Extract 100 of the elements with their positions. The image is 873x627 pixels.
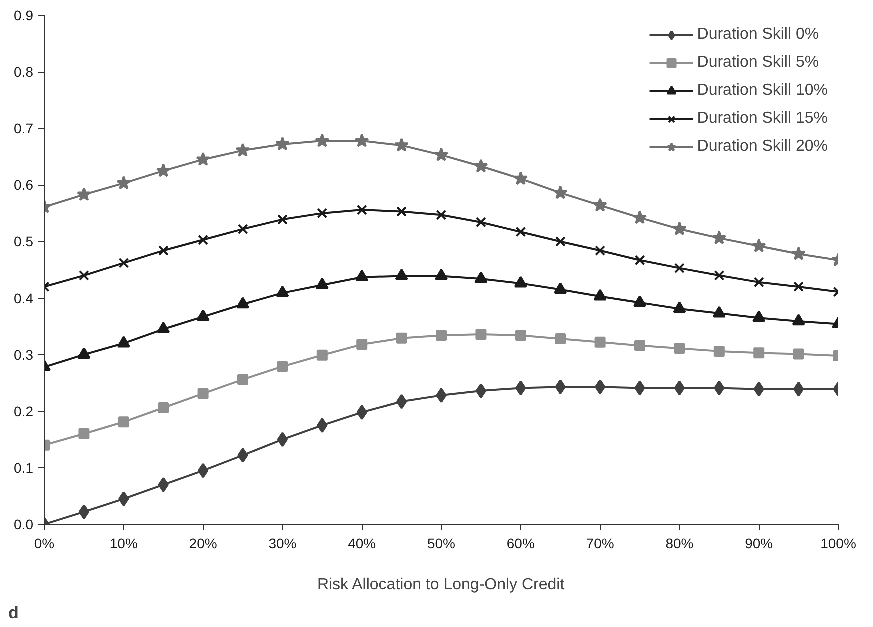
point xyxy=(754,382,764,397)
point xyxy=(793,382,804,397)
point xyxy=(754,348,765,359)
point xyxy=(674,380,686,396)
point xyxy=(238,448,248,463)
point xyxy=(198,234,209,246)
x-tick-label: 40% xyxy=(348,536,376,552)
point xyxy=(594,289,607,301)
point xyxy=(514,171,528,186)
x-tick-label: 100% xyxy=(820,536,856,552)
x-axis-title: Risk Allocation to Long-Only Credit xyxy=(317,576,566,594)
point xyxy=(356,405,368,420)
point xyxy=(476,328,487,340)
point xyxy=(555,380,566,395)
x-tick-label: 80% xyxy=(666,536,694,552)
y-tick-label: 0.4 xyxy=(14,290,34,306)
point xyxy=(792,314,806,326)
point xyxy=(238,374,248,386)
point xyxy=(236,143,250,157)
point xyxy=(158,402,170,414)
point xyxy=(714,346,725,357)
point xyxy=(158,477,169,492)
point xyxy=(634,295,646,307)
y-tick-label: 0.8 xyxy=(14,64,34,80)
point xyxy=(673,302,686,314)
point xyxy=(634,380,646,396)
point xyxy=(474,272,488,284)
point xyxy=(198,463,209,478)
point xyxy=(514,276,528,288)
point xyxy=(78,270,90,281)
x-tick-label: 0% xyxy=(34,536,55,552)
point xyxy=(78,428,90,440)
point xyxy=(593,198,608,212)
point xyxy=(78,347,91,360)
y-tick-label: 0.2 xyxy=(14,403,34,420)
point xyxy=(396,206,408,217)
point xyxy=(317,208,328,219)
point xyxy=(516,226,526,238)
point xyxy=(794,282,804,292)
legend-label: Duration Skill 5% xyxy=(697,54,820,72)
point xyxy=(712,230,727,245)
point xyxy=(118,492,130,507)
point xyxy=(793,348,804,360)
point xyxy=(157,322,170,334)
point xyxy=(515,330,526,342)
point xyxy=(77,187,92,202)
point xyxy=(354,134,370,148)
point xyxy=(632,210,648,224)
point xyxy=(236,297,250,309)
point xyxy=(555,236,566,247)
point xyxy=(276,286,290,298)
point xyxy=(277,361,288,372)
y-tick-label: 0.5 xyxy=(14,234,34,250)
x-tick-label: 60% xyxy=(506,536,535,552)
point xyxy=(435,268,448,280)
point xyxy=(316,278,329,290)
x-tick-label: 20% xyxy=(189,536,218,552)
point xyxy=(238,224,248,235)
point xyxy=(277,214,288,225)
point xyxy=(118,258,130,268)
point xyxy=(158,246,169,256)
point xyxy=(434,148,449,162)
point xyxy=(476,217,486,228)
point xyxy=(156,164,171,178)
point xyxy=(356,270,369,282)
point xyxy=(117,336,130,348)
point xyxy=(674,263,685,274)
point xyxy=(118,416,130,428)
point xyxy=(436,210,447,220)
point xyxy=(752,310,766,322)
x-tick-label: 70% xyxy=(586,536,614,552)
point xyxy=(277,432,288,448)
point xyxy=(634,255,646,266)
point xyxy=(594,336,606,348)
point xyxy=(436,388,447,404)
x-tick-label: 30% xyxy=(268,536,297,552)
point xyxy=(516,380,526,396)
legend-label: Duration Skill 20% xyxy=(697,138,828,156)
legend-label: Duration Skill 0% xyxy=(697,26,820,44)
point xyxy=(316,350,328,361)
y-tick-label: 0.6 xyxy=(14,177,34,194)
point xyxy=(276,136,290,151)
y-tick-label: 0.3 xyxy=(14,346,34,363)
point xyxy=(436,330,447,342)
y-tick-label: 0.7 xyxy=(14,120,34,137)
point xyxy=(396,332,408,344)
point xyxy=(634,340,646,352)
point xyxy=(196,152,210,166)
point xyxy=(554,282,568,294)
text: d xyxy=(8,604,19,622)
point xyxy=(595,246,606,256)
point xyxy=(555,334,566,344)
point xyxy=(712,306,726,318)
x-tick-label: 90% xyxy=(745,536,774,552)
point xyxy=(78,504,90,520)
point xyxy=(714,270,725,281)
point xyxy=(196,310,210,322)
point xyxy=(315,134,330,148)
point xyxy=(395,268,408,280)
point xyxy=(396,394,408,410)
